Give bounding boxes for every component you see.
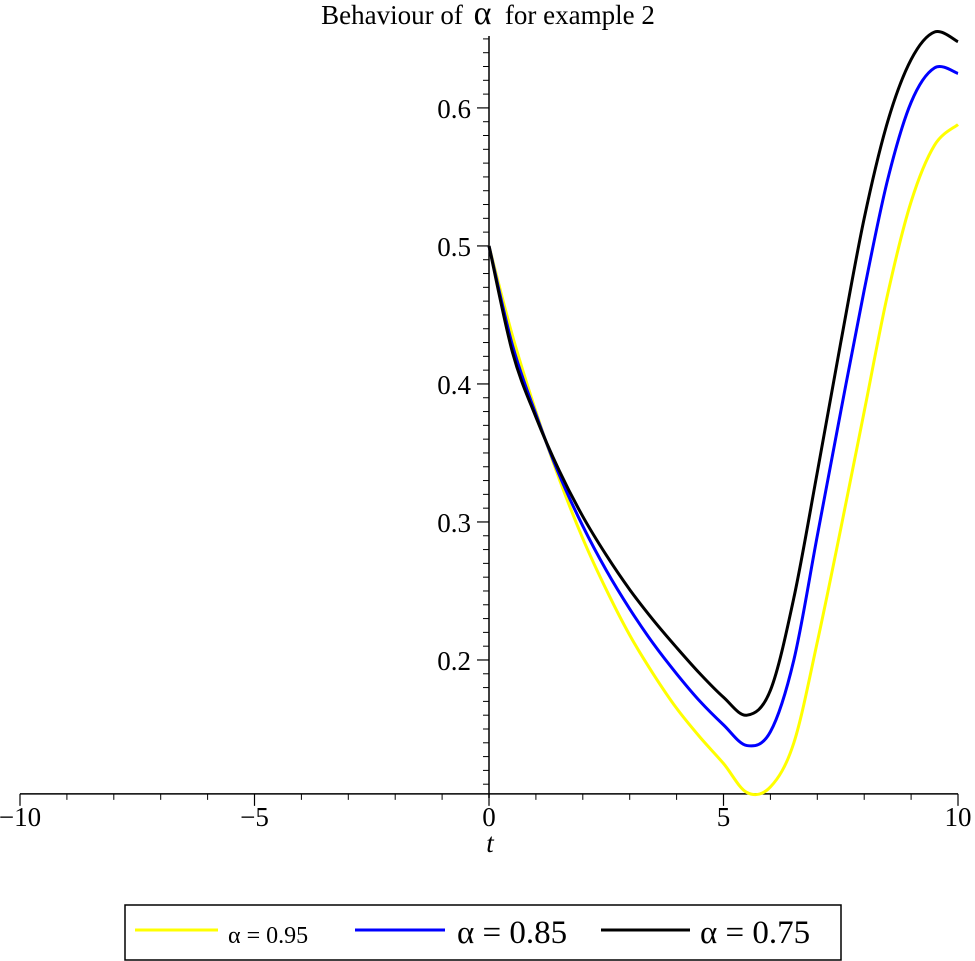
legend-label-alpha-075: α = 0.75 <box>700 915 810 951</box>
legend-label-alpha-085: α = 0.85 <box>457 915 567 951</box>
x-tick-label: 5 <box>717 802 731 832</box>
x-tick-label: −5 <box>240 802 269 832</box>
chart-title-symbol: α <box>474 0 492 32</box>
y-tick-label: 0.5 <box>437 232 471 262</box>
x-tick-label: 0 <box>482 802 496 832</box>
x-tick-label: −10 <box>0 802 41 832</box>
axes <box>20 36 958 798</box>
y-tick-label: 0.2 <box>437 646 471 676</box>
y-tick-label: 0.4 <box>437 370 471 400</box>
y-tick-label: 0.6 <box>437 94 471 124</box>
series-line-alpha-085 <box>487 65 959 748</box>
chart-title: Behaviour of α for example 2 <box>321 0 655 32</box>
x-axis-label: t <box>486 828 495 858</box>
series-line-alpha-075 <box>487 30 959 717</box>
x-tick-label: 10 <box>945 802 972 832</box>
chart-title-prefix: Behaviour of <box>321 0 463 30</box>
chart-title-suffix: for example 2 <box>498 0 655 30</box>
legend-label-alpha-095: α = 0.95 <box>228 923 308 949</box>
legend: α = 0.95 α = 0.85 α = 0.75 <box>124 904 842 961</box>
legend-box <box>124 904 842 961</box>
chart-title-text: Behaviour of α for example 2 <box>321 0 655 32</box>
series-line-alpha-095 <box>487 123 959 797</box>
series-lines <box>487 30 959 797</box>
y-tick-label: 0.3 <box>437 508 471 538</box>
ticks: −10 −5 0 5 10 0.2 0.3 0.4 0.5 0.6 <box>0 38 972 832</box>
